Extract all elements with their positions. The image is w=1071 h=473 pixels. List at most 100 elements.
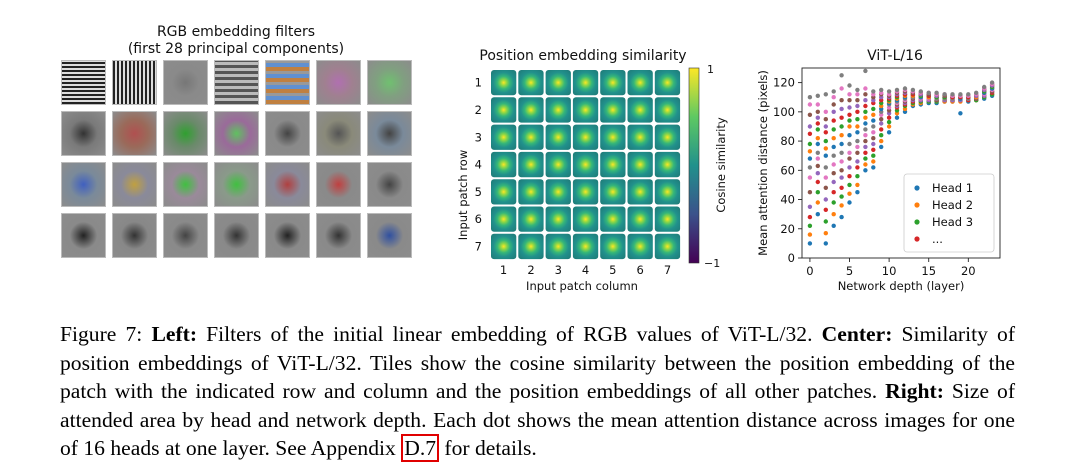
scatter-point	[918, 89, 923, 94]
heatmap-tile	[572, 97, 599, 123]
scatter-point	[839, 115, 844, 120]
heatmap-tile	[654, 206, 681, 232]
scatter-point	[807, 149, 813, 154]
scatter-point	[871, 89, 876, 94]
scatter-point	[958, 111, 963, 116]
scatter-point	[831, 144, 836, 150]
heatmap-x-tick: 3	[555, 263, 562, 277]
scatter-point	[807, 241, 813, 246]
heatmap-tile	[491, 179, 517, 205]
scatter-point	[871, 112, 876, 117]
heatmap-tile	[545, 233, 571, 260]
heatmap-tile	[600, 206, 626, 232]
scatter-point	[989, 80, 995, 85]
legend-marker	[914, 202, 920, 208]
caption-figure-label: Figure 7:	[60, 322, 143, 346]
scatter-point	[847, 165, 852, 170]
scatter-point	[815, 200, 820, 205]
scatter-point	[855, 109, 860, 114]
filter-tile	[214, 213, 259, 258]
scatter-point	[823, 153, 828, 158]
filter-tile	[61, 213, 106, 258]
scatter-point	[807, 165, 813, 170]
scatter-point	[839, 73, 844, 78]
scatter-point	[807, 95, 813, 100]
scatter-point	[831, 127, 836, 132]
scatter-point	[879, 138, 884, 144]
scatter-x-tick: 10	[882, 264, 897, 278]
scatter-point	[894, 115, 900, 120]
heatmap-tile	[572, 70, 599, 96]
legend-marker	[914, 185, 920, 191]
scatter-point	[815, 150, 820, 155]
legend-marker	[914, 236, 920, 242]
heatmap-x-tick: 5	[609, 263, 616, 277]
scatter-point	[871, 124, 876, 129]
heatmap-x-tick: 2	[527, 263, 534, 277]
scatter-point	[823, 219, 828, 224]
scatter-point	[879, 144, 884, 150]
scatter-point	[855, 130, 860, 135]
scatter-point	[847, 105, 852, 110]
heatmap-tile	[654, 151, 681, 178]
filters-title-line2: (first 28 principal components)	[127, 41, 345, 57]
caption-left-text: Filters of the initial linear embedding …	[206, 322, 813, 346]
scatter-point	[831, 223, 836, 228]
plot-frame	[801, 67, 1001, 259]
scatter-y-tick: 100	[773, 105, 795, 119]
appendix-link[interactable]: D.7	[401, 434, 440, 463]
scatter-point	[823, 207, 828, 212]
caption-tail-text: for details.	[444, 436, 537, 461]
scatter-point	[831, 162, 836, 167]
scatter-point	[966, 92, 971, 97]
filter-tile	[61, 60, 106, 105]
filter-tile	[214, 162, 259, 207]
caption-center-label: Center:	[821, 322, 893, 346]
scatter-point	[879, 133, 884, 138]
scatter-point	[863, 92, 868, 97]
scatter-point	[886, 89, 892, 94]
scatter-point	[958, 92, 963, 97]
scatter-point	[863, 156, 868, 161]
scatter-point	[902, 86, 908, 91]
scatter-point	[839, 98, 844, 103]
filter-tile	[265, 162, 310, 207]
heatmap-tile	[654, 70, 681, 96]
heatmap-tile	[627, 70, 653, 96]
scatter-point	[871, 130, 876, 135]
scatter-point	[807, 223, 813, 228]
scatter-point	[855, 182, 860, 188]
scatter-y-tick: 120	[773, 76, 795, 90]
heatmap-y-tick: 4	[475, 158, 482, 172]
scatter-point	[871, 165, 876, 170]
scatter-point	[839, 159, 844, 164]
heatmap-y-label: Input patch row	[456, 150, 470, 240]
heatmap-tile	[518, 70, 544, 96]
heatmap-x-tick: 1	[500, 263, 507, 277]
scatter-point	[831, 179, 836, 185]
heatmap-tile	[545, 206, 571, 232]
legend-label: Head 3	[932, 215, 973, 229]
filter-tile	[112, 213, 157, 258]
filter-tile	[367, 111, 412, 156]
legend-label: Head 2	[932, 198, 973, 212]
scatter-point	[839, 175, 844, 180]
heatmap-tile	[491, 233, 517, 260]
scatter-point	[855, 87, 860, 93]
heatmap-tile	[600, 233, 626, 260]
heatmap-tile	[518, 124, 544, 150]
scatter-point	[815, 102, 820, 107]
scatter-point	[847, 141, 852, 147]
scatter-point	[847, 83, 852, 88]
scatter-y-tick: 80	[780, 134, 795, 148]
scatter-point	[863, 109, 868, 114]
heatmap-tile	[627, 179, 653, 205]
filter-tile	[61, 162, 106, 207]
heatmap-tile	[491, 124, 517, 150]
scatter-point	[982, 84, 987, 90]
heatmap-tile	[572, 233, 599, 260]
heatmap-x-tick: 6	[637, 263, 644, 277]
heatmap-y-tick: 2	[475, 103, 482, 117]
scatter-point	[855, 165, 860, 170]
scatter-point	[847, 150, 852, 155]
